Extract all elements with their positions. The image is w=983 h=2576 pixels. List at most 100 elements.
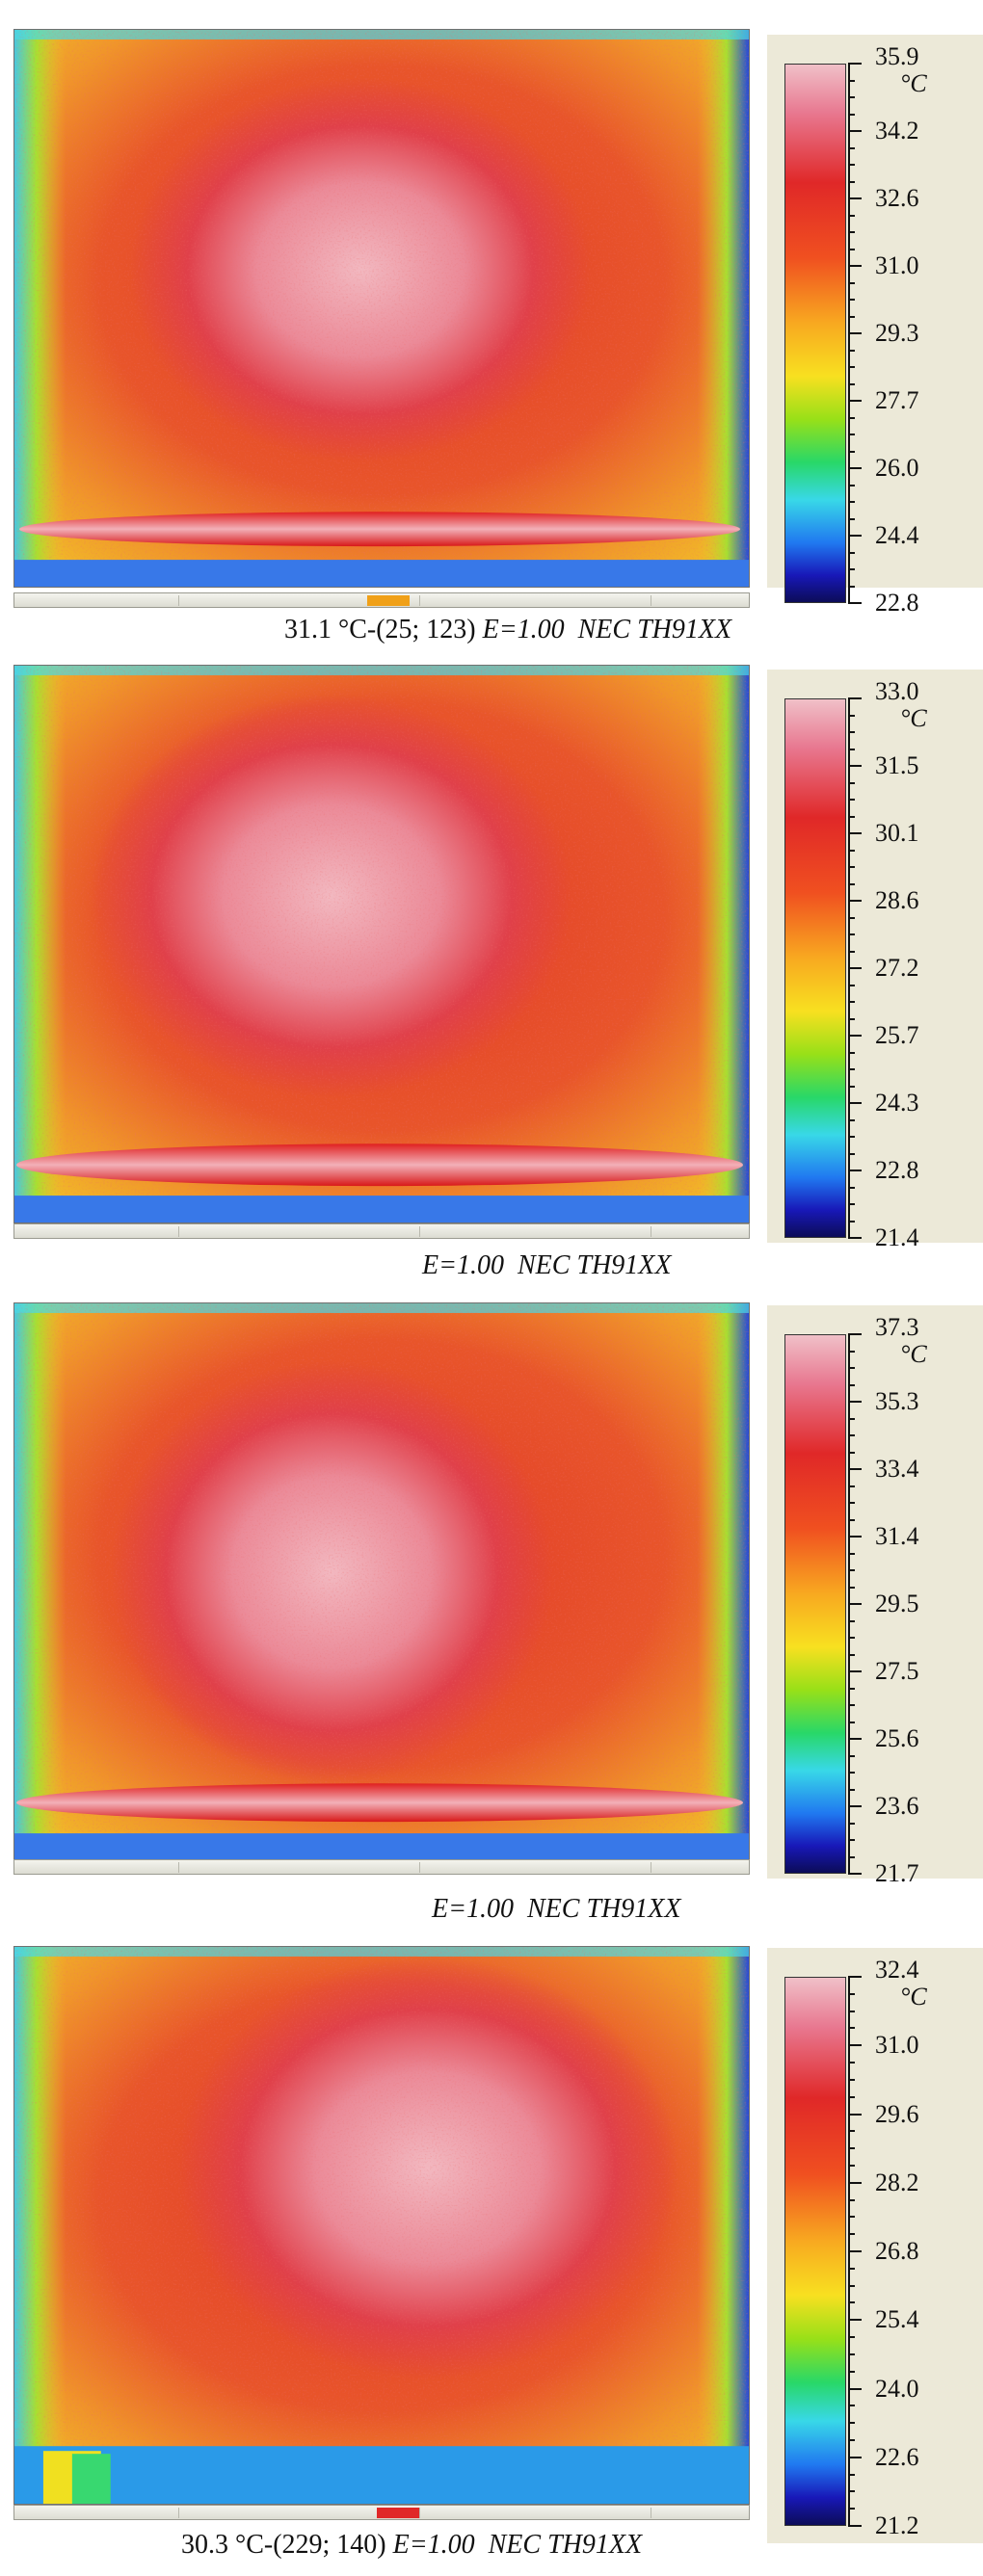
major-tick (848, 2456, 862, 2458)
scale-label: 37.3 (875, 1313, 919, 1341)
scale-label: 23.6 (875, 1792, 919, 1820)
minor-tick (848, 950, 855, 953)
scale-label: 21.7 (875, 1859, 919, 1887)
horizontal-scrollbar-1[interactable] (13, 592, 750, 608)
scale-label: 35.9 (875, 42, 919, 70)
scale-label: 33.0 (875, 677, 919, 705)
thermal-image-svg (14, 1947, 749, 2504)
minor-tick (848, 1788, 855, 1791)
scale-label: 28.6 (875, 886, 919, 914)
minor-tick (848, 214, 855, 217)
minor-tick (848, 984, 855, 986)
minor-tick (848, 2301, 855, 2304)
scale-label: 33.4 (875, 1455, 919, 1483)
horizontal-scrollbar-3[interactable] (13, 1859, 750, 1875)
major-tick (848, 602, 862, 604)
major-tick (848, 197, 862, 199)
scale-label: 26.8 (875, 2237, 919, 2265)
minor-tick (848, 1855, 855, 1858)
scale-label: 31.5 (875, 751, 919, 779)
scale-label: 22.8 (875, 589, 919, 617)
cursor-reading: 31.1 °C-(25; 123) (284, 615, 476, 644)
minor-tick (848, 748, 855, 750)
scale-label: 31.0 (875, 251, 919, 279)
minor-tick (848, 1136, 855, 1138)
scrollbar-tick (419, 1226, 420, 1237)
image-caption: E=1.00 NEC TH91XX (432, 1896, 680, 1923)
minor-tick (848, 866, 855, 868)
horizontal-scrollbar-2[interactable] (13, 1223, 750, 1239)
unit-label: °C (900, 1340, 927, 1368)
scrollbar-tick (178, 595, 179, 606)
major-tick (848, 967, 862, 969)
minor-tick (848, 933, 855, 935)
major-tick (848, 2387, 862, 2390)
minor-tick (848, 815, 855, 818)
minor-tick (848, 551, 855, 554)
scale-label: 31.4 (875, 1522, 919, 1550)
minor-tick (848, 1152, 855, 1155)
major-tick (848, 400, 862, 402)
minor-tick (848, 434, 855, 435)
scale-label: 21.2 (875, 2511, 919, 2539)
scrollbar-tick (178, 1862, 179, 1873)
major-tick (848, 765, 862, 767)
minor-tick (848, 1839, 855, 1841)
minor-tick (848, 2147, 855, 2150)
minor-tick (848, 2130, 855, 2133)
scale-ticks (848, 63, 869, 604)
scale-label: 34.2 (875, 117, 919, 145)
thermal-image-2 (13, 665, 750, 1223)
color-bar (784, 1334, 846, 1874)
minor-tick (848, 2267, 855, 2270)
thermal-image-3 (13, 1302, 750, 1861)
minor-tick (848, 1687, 855, 1690)
scrollbar-tick (419, 595, 420, 606)
minor-tick (848, 2422, 855, 2425)
minor-tick (848, 1350, 855, 1353)
minor-tick (848, 164, 855, 166)
thermal-image-svg (14, 1303, 749, 1860)
major-tick (848, 1468, 862, 1470)
scale-label: 30.1 (875, 819, 919, 847)
emissivity-label: E=1.00 (422, 1250, 504, 1280)
minor-tick (848, 349, 855, 352)
major-tick (848, 1738, 862, 1740)
scale-label: 29.5 (875, 1590, 919, 1617)
major-tick (848, 130, 862, 132)
scrollbar-tick (419, 1862, 420, 1873)
scale-label: 21.4 (875, 1223, 919, 1251)
minor-tick (848, 2216, 855, 2219)
minor-tick (848, 568, 855, 570)
minor-tick (848, 1704, 855, 1706)
scrollbar-thumb[interactable] (377, 2508, 419, 2518)
minor-tick (848, 1085, 855, 1088)
scale-label: 29.6 (875, 2099, 919, 2128)
camera-model-label: NEC TH91XX (577, 615, 732, 644)
scale-label: 24.0 (875, 2374, 919, 2403)
temperature-scale-1: 35.9 34.2 32.6 31.0 29.3 27.7 26.0 24.4 22.8 °C (767, 35, 983, 616)
major-tick (848, 63, 862, 65)
minor-tick (848, 882, 855, 885)
scale-ticks (848, 1333, 869, 1875)
minor-tick (848, 281, 855, 284)
minor-tick (848, 2062, 855, 2064)
scrollbar-thumb[interactable] (367, 595, 410, 606)
minor-tick (848, 731, 855, 733)
minor-tick (848, 450, 855, 453)
scale-label: 27.5 (875, 1657, 919, 1685)
camera-model-label: NEC TH91XX (527, 1894, 681, 1924)
minor-tick (848, 2198, 855, 2201)
minor-tick (848, 231, 855, 233)
image-caption: 31.1 °C-(25; 123) E=1.00 NEC TH91XX (284, 617, 731, 644)
minor-tick (848, 2405, 855, 2407)
minor-tick (848, 849, 855, 852)
minor-tick (848, 781, 855, 784)
minor-tick (848, 1451, 855, 1454)
major-tick (848, 265, 862, 267)
minor-tick (848, 585, 855, 588)
scale-label: 29.3 (875, 319, 919, 347)
major-tick (848, 2113, 862, 2116)
horizontal-scrollbar-4[interactable] (13, 2505, 750, 2520)
minor-tick (848, 1569, 855, 1571)
